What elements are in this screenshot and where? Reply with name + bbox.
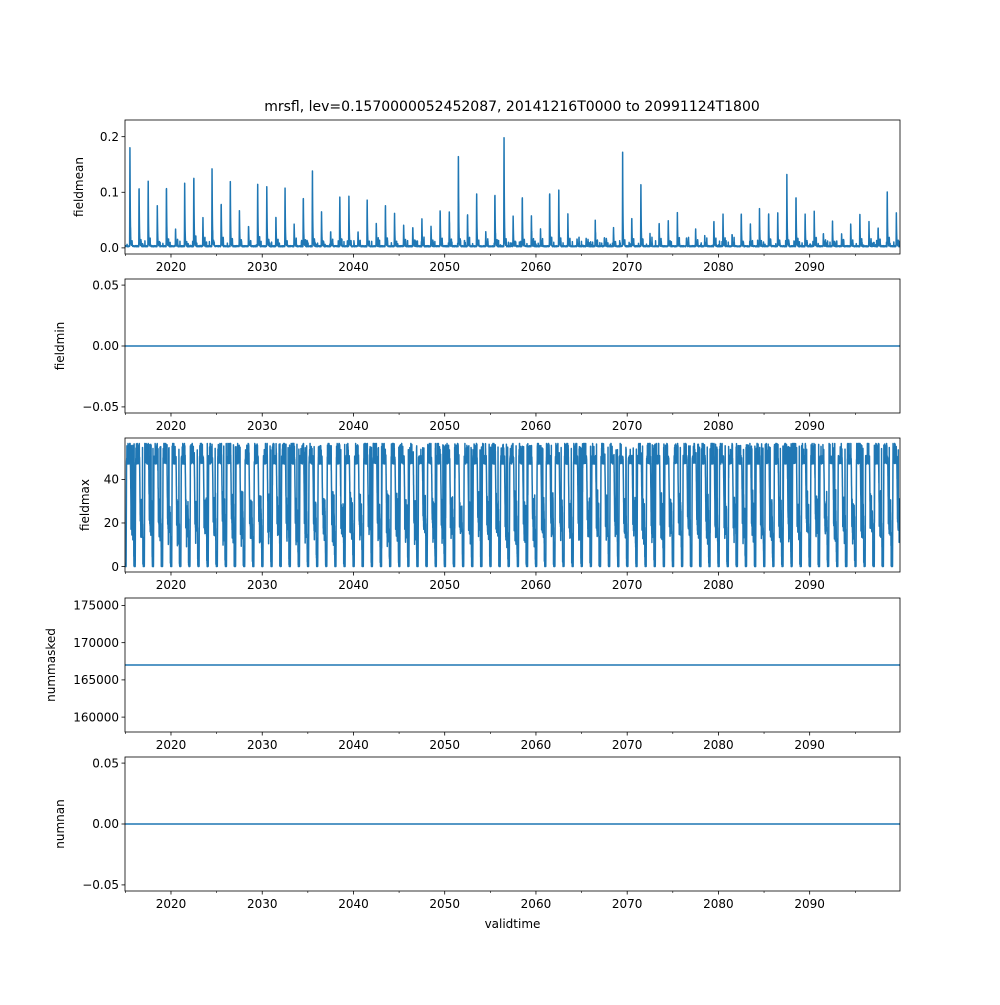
x-tick-label: 2080 — [703, 897, 734, 911]
y-axis-label: numnan — [53, 799, 67, 848]
x-tick-label: 2060 — [521, 260, 552, 274]
y-tick-label: 0 — [111, 560, 119, 574]
axes-frame-nummasked — [124, 597, 901, 733]
y-tick-label: 40 — [104, 473, 119, 487]
x-tick-label: 2060 — [521, 897, 552, 911]
y-tick-label: 160000 — [73, 710, 119, 724]
x-tick-label: 2020 — [156, 419, 187, 433]
x-tick-label: 2090 — [794, 260, 825, 274]
x-tick-label: 2030 — [247, 260, 278, 274]
subplot-fieldmean: 2020 2030 2040 2050 2060 2070 2080 2090 0.0 0.1 0.… — [72, 119, 901, 274]
x-tick-label: 2090 — [794, 897, 825, 911]
x-tick-label: 2030 — [247, 897, 278, 911]
x-tick-label: 2080 — [703, 260, 734, 274]
x-tick-label: 2050 — [429, 260, 460, 274]
subplot-fieldmax: 2020 2030 2040 2050 2060 2070 2080 209002040fie… — [78, 437, 901, 592]
x-tick-label: 2050 — [429, 897, 460, 911]
y-tick-label: 170000 — [73, 636, 119, 650]
y-axis-label: nummasked — [44, 628, 58, 702]
x-axis-label: validtime — [485, 917, 541, 931]
x-tick-label: 2040 — [338, 738, 369, 752]
axes-frame-fieldmean — [124, 119, 901, 255]
x-tick-label: 2040 — [338, 260, 369, 274]
axes-frame-fieldmax — [124, 437, 901, 573]
x-tick-label: 2080 — [703, 578, 734, 592]
y-tick-label: −0.05 — [82, 400, 119, 414]
subplot-nummasked: 2020 2030 2040 2050 2060 2070 2080 2090 160000 16… — [44, 597, 901, 752]
y-tick-label: 0.0 — [100, 241, 119, 255]
x-tick-label: 2060 — [521, 738, 552, 752]
x-tick-label: 2020 — [156, 897, 187, 911]
x-tick-label: 2090 — [794, 578, 825, 592]
x-tick-label: 2070 — [612, 260, 643, 274]
x-tick-label: 2020 — [156, 738, 187, 752]
chart-title: mrsfl, lev=0.1570000052452087, 20141216T… — [264, 99, 760, 115]
x-tick-label: 2070 — [612, 738, 643, 752]
x-tick-label: 2090 — [794, 738, 825, 752]
y-tick-label: 0.00 — [92, 817, 119, 831]
y-axis-label: fieldmax — [78, 479, 92, 531]
x-tick-label: 2080 — [703, 419, 734, 433]
x-tick-label: 2020 — [156, 578, 187, 592]
x-tick-label: 2070 — [612, 419, 643, 433]
y-tick-label: 0.00 — [92, 339, 119, 353]
y-tick-label: 0.05 — [92, 756, 119, 770]
y-tick-label: 0.05 — [92, 278, 119, 292]
y-tick-label: 165000 — [73, 673, 119, 687]
x-tick-label: 2060 — [521, 419, 552, 433]
y-axis-label: fieldmin — [53, 322, 67, 371]
x-tick-label: 2030 — [247, 578, 278, 592]
x-tick-label: 2030 — [247, 738, 278, 752]
y-tick-label: −0.05 — [82, 878, 119, 892]
x-tick-label: 2030 — [247, 419, 278, 433]
subplot-fieldmin: 2020 2030 2040 2050 2060 2070 2080 2090 −0.05 0.0… — [53, 278, 901, 433]
series-line-fieldmean — [125, 136, 900, 248]
x-tick-label: 2040 — [338, 897, 369, 911]
x-tick-label: 2050 — [429, 578, 460, 592]
series-line-fieldmax — [125, 442, 900, 568]
y-axis-label: fieldmean — [72, 157, 86, 217]
y-tick-label: 0.1 — [100, 185, 119, 199]
x-tick-label: 2090 — [794, 419, 825, 433]
x-tick-label: 2050 — [429, 419, 460, 433]
x-tick-label: 2070 — [612, 578, 643, 592]
y-tick-label: 175000 — [73, 599, 119, 613]
x-tick-label: 2040 — [338, 578, 369, 592]
x-tick-label: 2070 — [612, 897, 643, 911]
x-tick-label: 2040 — [338, 419, 369, 433]
x-tick-label: 2050 — [429, 738, 460, 752]
x-tick-label: 2060 — [521, 578, 552, 592]
subplot-stack: 2020 2030 2040 2050 2060 2070 2080 20900.00.10.… — [44, 119, 901, 931]
subplot-numnan: 2020 2030 2040 2050 2060 2070 2080 2090 −0.05 0.0… — [53, 756, 901, 931]
x-tick-label: 2080 — [703, 738, 734, 752]
x-tick-label: 2020 — [156, 260, 187, 274]
y-tick-label: 20 — [104, 516, 119, 530]
y-tick-label: 0.2 — [100, 130, 119, 144]
